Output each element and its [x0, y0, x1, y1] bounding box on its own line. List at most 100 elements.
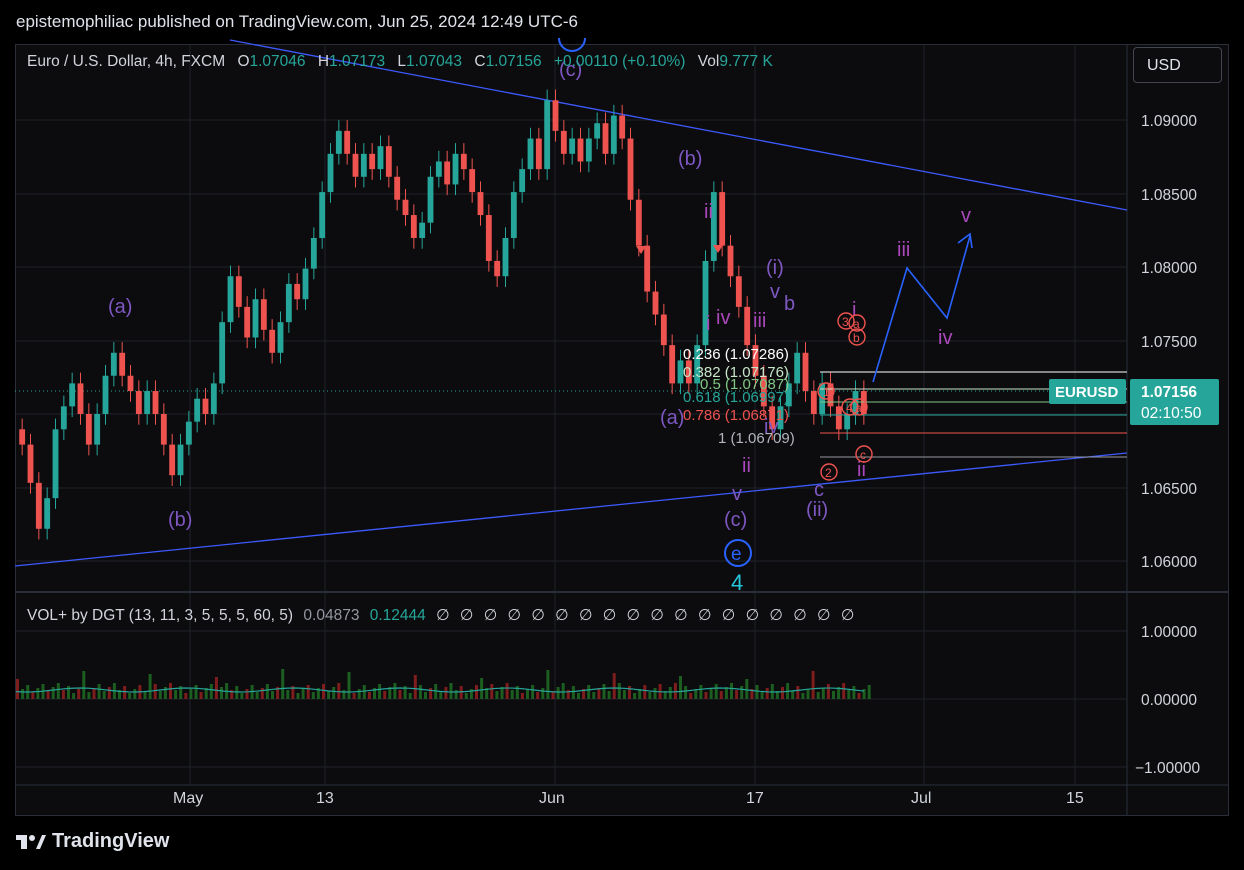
price-axis[interactable]: 1.09000 1.08500 1.08000 1.07500 1.06500 …: [1135, 113, 1200, 777]
candle-body: [444, 161, 451, 185]
grid: [15, 44, 1127, 785]
lower-trendline[interactable]: [14, 452, 1128, 567]
volume-bar: [816, 692, 820, 699]
svg-text:2: 2: [825, 466, 832, 480]
volume-bar: [541, 688, 545, 699]
candle-body: [810, 391, 817, 414]
candle-body: [535, 138, 542, 170]
indicator-name: VOL+ by DGT (13, 11, 3, 5, 5, 5, 60, 5): [27, 607, 294, 624]
price-tick: 1.08500: [1141, 187, 1197, 204]
indicator-legend[interactable]: VOL+ by DGT (13, 11, 3, 5, 5, 5, 60, 5) …: [27, 606, 857, 625]
volume-bar: [393, 683, 397, 699]
svg-text:iv: iv: [716, 307, 730, 329]
down-marker: [713, 245, 723, 253]
svg-text:ii: ii: [857, 459, 866, 481]
upper-trendline[interactable]: [229, 39, 1128, 211]
volume-bar: [388, 687, 392, 699]
close-label: C: [474, 53, 486, 70]
volume-bar: [199, 692, 203, 699]
volume-bar: [750, 689, 754, 699]
volume-bar: [546, 670, 550, 699]
volume-bar: [306, 685, 310, 699]
volume-bar: [607, 691, 611, 699]
candle-body: [702, 260, 709, 346]
candle-body: [794, 352, 801, 384]
svg-text:0.618 (1.06997): 0.618 (1.06997): [683, 389, 789, 406]
down-marker: [636, 246, 646, 254]
volume-bar: [852, 686, 856, 699]
indicator-placeholders: ∅ ∅ ∅ ∅ ∅ ∅ ∅ ∅ ∅ ∅ ∅ ∅ ∅ ∅ ∅ ∅ ∅ ∅: [436, 607, 858, 624]
candle-body: [310, 238, 317, 269]
indicator-value-1: 0.04873: [303, 607, 360, 624]
svg-text:(b): (b): [678, 148, 702, 170]
time-tick: 15: [1066, 790, 1084, 807]
volume-bar: [373, 688, 376, 699]
candle-body: [19, 429, 26, 445]
candle-body: [369, 153, 376, 170]
volume-bar: [174, 690, 178, 699]
symbol-legend[interactable]: Euro / U.S. Dollar, 4h, FXCM O1.07046 H1…: [27, 53, 773, 71]
svg-text:3: 3: [842, 315, 849, 329]
tradingview-footer[interactable]: TradingView: [16, 830, 169, 853]
volume-bar: [765, 688, 769, 699]
candle-body: [319, 192, 326, 238]
volume-bar: [128, 693, 132, 699]
volume-bar: [31, 692, 35, 699]
volume-bar: [169, 683, 172, 699]
volume-bar: [724, 687, 728, 699]
candle-body: [169, 444, 176, 476]
svg-text:0.786 (1.06871): 0.786 (1.06871): [683, 407, 789, 424]
svg-text:1: 1: [823, 385, 830, 399]
volume-bar: [429, 688, 433, 699]
volume-bar: [857, 693, 861, 699]
candle-body: [210, 383, 217, 414]
price-tick: 1.06000: [1141, 554, 1197, 571]
candle-body: [227, 276, 234, 323]
volume-bar: [556, 687, 560, 699]
projection-path[interactable]: [872, 235, 971, 383]
candle-body: [585, 138, 592, 162]
candle-body: [85, 414, 92, 445]
candle-body: [835, 406, 842, 430]
candle-body: [244, 306, 251, 338]
time-tick: Jun: [539, 790, 565, 807]
candle-body: [27, 444, 34, 483]
volume-bar: [158, 691, 162, 699]
open-label: O: [237, 53, 250, 70]
volume-bar: [342, 690, 346, 699]
volume-bar: [694, 689, 698, 699]
candles: [19, 89, 867, 540]
volume-bar: [796, 686, 800, 699]
svg-text:(i): (i): [766, 257, 784, 279]
candle-body: [652, 291, 659, 315]
candle-body: [510, 192, 517, 238]
time-tick: 17: [746, 790, 764, 807]
volume-bar: [143, 692, 147, 699]
volume-bar: [449, 683, 453, 699]
time-axis[interactable]: May 13 Jun 17 Jul 15: [173, 790, 1084, 807]
volume-bar: [367, 692, 371, 699]
svg-text:iv: iv: [764, 416, 778, 438]
volume-bar: [551, 691, 555, 699]
svg-text:i: i: [706, 313, 710, 335]
price-tick: 1.09000: [1141, 113, 1197, 130]
circled-wave-c-top: [558, 37, 586, 52]
circled-wave-e: e 4: [724, 539, 752, 595]
volume-bar: [322, 684, 325, 699]
volume-bar: [413, 675, 417, 699]
volume-bar: [311, 692, 315, 699]
low-value: 1.07043: [406, 53, 463, 70]
candle-body: [527, 138, 534, 170]
footer-brand: TradingView: [52, 830, 170, 852]
low-label: L: [397, 53, 407, 70]
candle-body: [152, 391, 159, 414]
candle-body: [485, 215, 492, 261]
volume-bar: [123, 686, 127, 699]
candle-body: [127, 375, 134, 392]
currency-button[interactable]: USD: [1133, 47, 1222, 83]
volume-bar: [714, 684, 718, 699]
volume-bar: [230, 690, 234, 699]
svg-text:iii: iii: [897, 239, 910, 261]
volume-bar: [475, 685, 478, 699]
